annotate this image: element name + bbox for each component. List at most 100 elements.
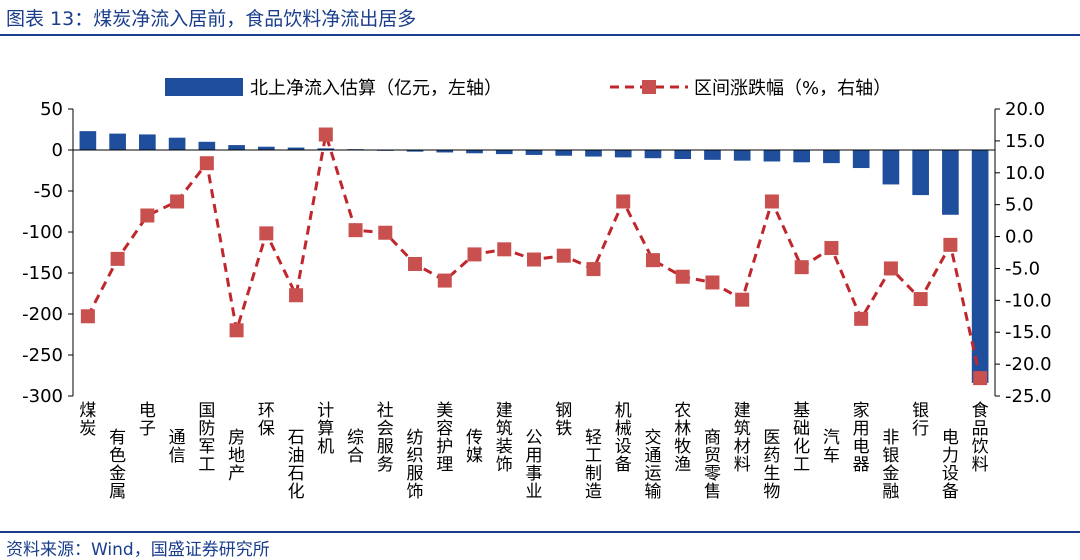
- category-label-2: 电子: [139, 401, 156, 439]
- category-label-17: 轻工制造: [585, 428, 602, 502]
- bar-7: [287, 147, 305, 150]
- category-label-27: 非银金融: [882, 428, 899, 502]
- y-left-tick-7: -300: [22, 386, 63, 407]
- y-left-tick-1: 0: [52, 140, 63, 161]
- line-point-8: [318, 127, 333, 142]
- bar-23: [763, 150, 781, 162]
- bar-series: [79, 131, 989, 383]
- bar-6: [257, 146, 275, 150]
- category-label-13: 传媒: [466, 428, 483, 466]
- bar-30: [971, 150, 989, 383]
- bar-0: [79, 131, 97, 150]
- category-label-0: 煤炭: [79, 401, 96, 439]
- line-point-10: [378, 225, 393, 240]
- line-point-15: [527, 252, 541, 267]
- bar-17: [585, 150, 602, 157]
- line-point-18: [616, 194, 631, 209]
- line-point-7: [289, 288, 304, 303]
- category-label-24: 基础化工: [793, 401, 810, 475]
- line-point-14: [497, 242, 512, 257]
- category-label-9: 综合: [347, 428, 364, 466]
- page-title: 图表 13：煤炭净流入居前，食品饮料净流出居多: [6, 8, 417, 30]
- line-point-21: [705, 275, 720, 290]
- category-label-23: 医药生物: [763, 428, 780, 502]
- category-label-8: 计算机: [317, 401, 334, 457]
- line-point-24: [794, 260, 809, 275]
- line-point-26: [854, 311, 869, 326]
- category-label-25: 汽车: [823, 428, 840, 466]
- category-label-1: 有色金属: [109, 428, 126, 502]
- category-label-15: 公用事业: [526, 428, 543, 502]
- y-right-tick-7: -15.0: [1005, 322, 1052, 343]
- bar-29: [942, 150, 959, 215]
- bar-4: [198, 141, 216, 150]
- category-label-11: 纺织服饰: [407, 428, 424, 502]
- category-label-26: 家用电器: [853, 401, 870, 475]
- line-point-29: [943, 237, 958, 252]
- bar-25: [823, 150, 840, 164]
- bar-5: [228, 145, 245, 150]
- line-point-16: [556, 248, 571, 263]
- category-label-14: 建筑装饰: [496, 401, 513, 475]
- line-point-4: [199, 156, 214, 171]
- category-label-30: 食品饮料: [972, 401, 989, 475]
- category-label-20: 农林牧渔: [674, 401, 691, 475]
- bar-12: [436, 150, 454, 153]
- line-point-23: [764, 194, 779, 209]
- y-right-tick-8: -20.0: [1005, 354, 1052, 375]
- axes: 50 0 -50 -100 -150 -200 -250 -300 20.0 15.0 10.0 5.…: [22, 99, 1051, 407]
- bar-2: [139, 134, 156, 150]
- line-point-9: [348, 223, 363, 238]
- line-point-22: [735, 292, 750, 307]
- bar-16: [555, 150, 573, 156]
- y-left-tick-2: -50: [34, 181, 63, 202]
- line-point-2: [140, 208, 155, 223]
- line-point-25: [824, 241, 839, 256]
- line-point-5: [229, 323, 244, 338]
- bar-28: [912, 150, 929, 196]
- y-right-tick-6: -10.0: [1005, 290, 1052, 311]
- bar-8: [317, 148, 335, 150]
- category-label-7: 石油石化: [288, 428, 305, 502]
- line-point-19: [645, 253, 660, 268]
- bar-3: [168, 137, 186, 150]
- y-right-tick-5: -5.0: [1005, 258, 1040, 279]
- y-right-tick-0: 20.0: [1005, 99, 1045, 120]
- bar-18: [614, 150, 632, 158]
- category-label-18: 机械设备: [615, 401, 632, 475]
- category-label-5: 房地产: [228, 428, 245, 484]
- y-right-tick-3: 5.0: [1005, 195, 1034, 216]
- line-point-0: [80, 309, 95, 324]
- line-point-30: [973, 371, 988, 386]
- bar-14: [495, 150, 513, 155]
- category-label-28: 银行: [912, 401, 929, 439]
- legend-bar-swatch: [165, 78, 243, 96]
- bar-1: [109, 133, 126, 150]
- line-point-28: [913, 292, 928, 307]
- y-left-tick-0: 50: [40, 99, 63, 120]
- bar-27: [882, 150, 900, 185]
- bar-19: [644, 150, 662, 159]
- category-label-16: 钢铁: [555, 401, 572, 439]
- line-point-12: [437, 273, 452, 288]
- legend-line-label: 区间涨跌幅（%，右轴）: [694, 78, 891, 99]
- y-left-tick-4: -150: [22, 263, 63, 284]
- line-point-17: [586, 262, 601, 277]
- y-right-tick-4: 0.0: [1005, 227, 1034, 248]
- top-rule: [0, 34, 1080, 36]
- line-point-11: [408, 256, 423, 271]
- category-label-10: 社会服务: [377, 401, 394, 475]
- y-right-tick-2: 10.0: [1005, 163, 1045, 184]
- bar-13: [466, 150, 483, 154]
- y-right-tick-1: 15.0: [1005, 131, 1045, 152]
- bar-21: [704, 150, 721, 160]
- source-note: 资料来源：Wind，国盛证券研究所: [6, 540, 270, 560]
- line-point-6: [259, 226, 274, 241]
- line-point-20: [675, 269, 690, 284]
- bar-20: [674, 150, 692, 160]
- legend: 北上净流入估算（亿元，左轴） 区间涨跌幅（%，右轴）: [165, 78, 891, 99]
- y-right-tick-9: -25.0: [1005, 386, 1052, 407]
- category-label-3: 通信: [169, 428, 186, 466]
- category-label-29: 电力设备: [942, 428, 959, 502]
- bar-15: [525, 150, 543, 155]
